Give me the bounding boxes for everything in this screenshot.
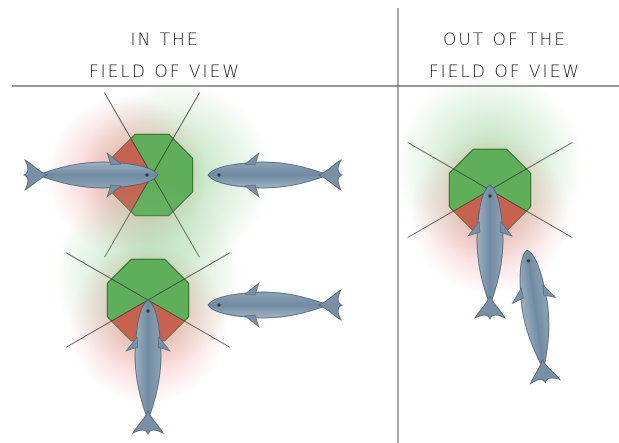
page: {"panels": [ {"title_lines": ["IN THE", …	[0, 0, 619, 443]
illustration: IN THE FIELD OF VIEW OUT OF THE FIELD OF…	[0, 0, 619, 443]
panel-title: OUT OF THE	[443, 30, 567, 50]
scenes	[24, 70, 585, 434]
panel-title: FIELD OF VIEW	[89, 62, 241, 82]
panel-title: IN THE	[130, 30, 199, 50]
panel-title: FIELD OF VIEW	[429, 62, 581, 82]
